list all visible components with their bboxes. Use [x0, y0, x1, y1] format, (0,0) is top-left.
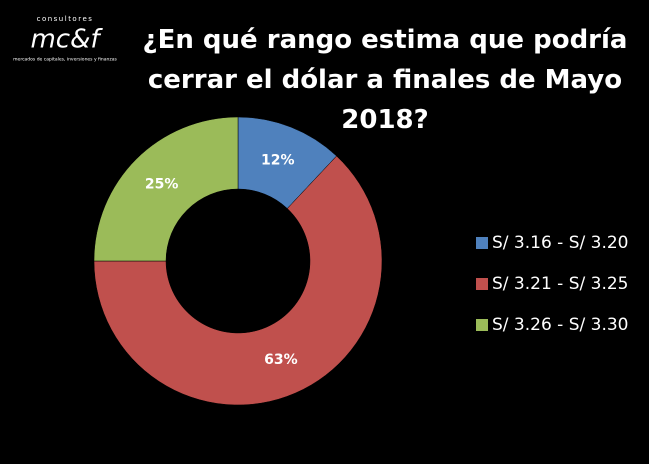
donut-slice — [93, 155, 383, 406]
chart-title: ¿En qué rango estima que podría cerrar e… — [142, 25, 628, 135]
data-label: 63% — [264, 352, 298, 368]
legend-swatch — [476, 319, 488, 331]
legend-label: S/ 3.16 - S/ 3.20 — [492, 233, 629, 253]
legend-label: S/ 3.26 - S/ 3.30 — [492, 315, 629, 335]
logo-name: mc&f — [30, 25, 103, 55]
legend-swatch — [476, 237, 488, 249]
logo-top: consultores — [37, 15, 94, 23]
legend-swatch — [476, 278, 488, 290]
data-label: 25% — [145, 177, 179, 193]
data-label: 12% — [261, 153, 295, 169]
logo-tagline: mercados de capitales, inversiones y fin… — [13, 57, 117, 63]
legend-label: S/ 3.21 - S/ 3.25 — [492, 274, 629, 294]
